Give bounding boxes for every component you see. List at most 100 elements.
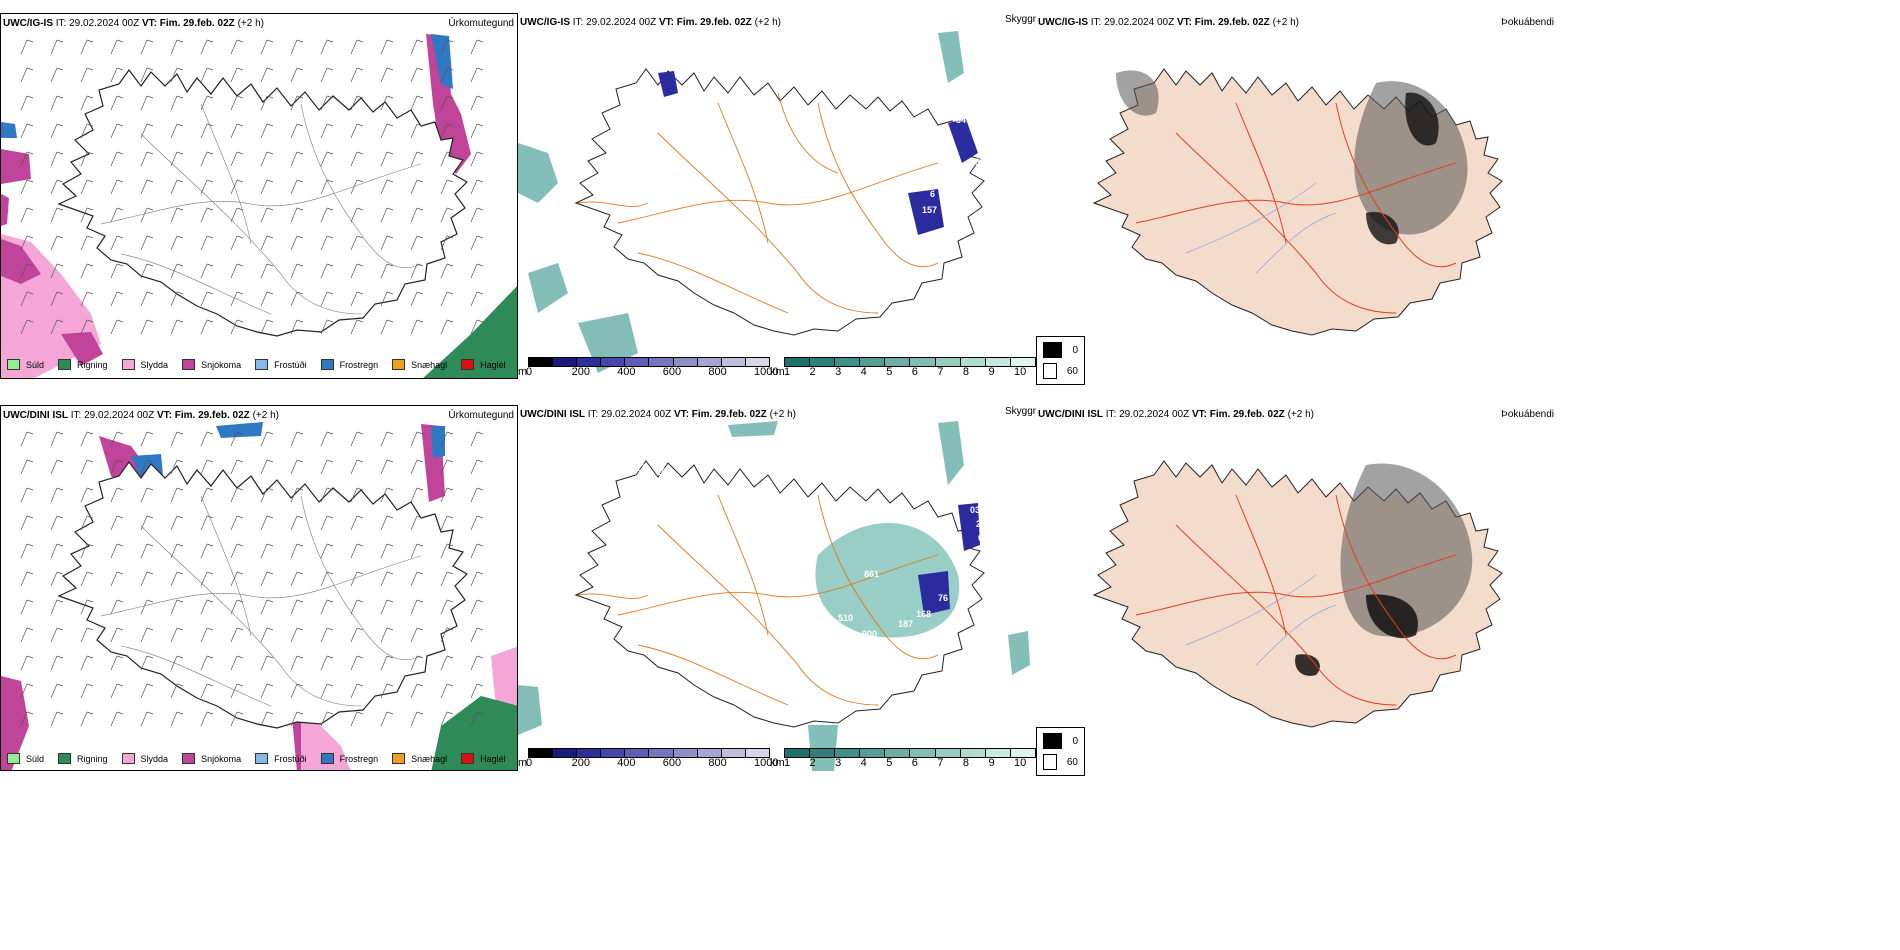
legend-item-snæhagl: Snæhagl [392, 753, 447, 764]
colorbar-segment [985, 749, 1011, 757]
colorbar-tick-label: 1 [784, 366, 791, 378]
colorbar-segment [625, 749, 650, 757]
wind-barb [110, 515, 124, 531]
wind-barb [200, 67, 214, 83]
wind-barb [230, 207, 244, 223]
colorbar-tick-label: 2 [809, 366, 816, 378]
wind-barb [200, 431, 214, 447]
ceiling-value-label: 157 [922, 205, 937, 215]
wind-barb [230, 291, 244, 307]
wind-barb [320, 711, 334, 727]
wind-barb [230, 151, 244, 167]
wind-barb [470, 599, 484, 615]
precip-map-row2 [1, 422, 517, 770]
legend-label: Frostregn [339, 753, 379, 764]
legend-item-slydda: Slydda [121, 359, 168, 370]
wind-barb [20, 319, 34, 335]
wind-barb [350, 431, 364, 447]
wind-barb [80, 571, 94, 587]
wind-barb [470, 627, 484, 643]
wind-barb [170, 711, 184, 727]
wind-barb [380, 179, 394, 195]
wind-barb [80, 515, 94, 531]
legend-swatch [182, 753, 196, 764]
run-header-precip-row1: UWC/IG-IS IT: 29.02.2024 00Z VT: Fim. 29… [3, 18, 264, 29]
legend-item-rigning: Rigning [58, 753, 108, 764]
wind-barb [380, 599, 394, 615]
wind-barb [200, 39, 214, 55]
wind-barb [170, 599, 184, 615]
wind-barb [140, 67, 154, 83]
colorbar-tick-label: 200 [571, 366, 590, 378]
wind-barb [440, 711, 454, 727]
wind-barb [20, 655, 34, 671]
wind-barb [320, 459, 334, 475]
legend-label: Rigning [77, 359, 108, 370]
wind-barb [290, 683, 304, 699]
wind-barb [200, 319, 214, 335]
wind-barb [470, 487, 484, 503]
colorbar-segment [860, 749, 886, 757]
wind-barb [230, 711, 244, 727]
wind-barb [80, 263, 94, 279]
wind-barb [470, 459, 484, 475]
wind-barb [80, 123, 94, 139]
wind-barb [260, 67, 274, 83]
wind-barb [110, 95, 124, 111]
fog-dense [1295, 594, 1418, 676]
colorbar-tick-label: 400 [617, 366, 636, 378]
wind-barb [50, 543, 64, 559]
colorbar-tick-label: 400 [617, 757, 636, 769]
colorbar-tick-label: 600 [662, 366, 682, 378]
colorbar-tick-label: 5 [886, 757, 893, 769]
wind-barb [20, 459, 34, 475]
wind-barb [350, 515, 364, 531]
roads [577, 92, 939, 314]
wind-barb [20, 571, 34, 587]
wind-barb [200, 655, 214, 671]
wind-barb [140, 655, 154, 671]
colorbar-tick-label: 3 [835, 757, 842, 769]
wind-barb [410, 711, 424, 727]
wind-barb [320, 235, 334, 251]
wind-barb [80, 179, 94, 195]
wind-barb [380, 263, 394, 279]
wind-barb [380, 543, 394, 559]
legend-item-snjókoma: Snjókoma [182, 359, 241, 370]
ceiling-value-label: 187 [898, 619, 913, 629]
fog-legend-swatch [1043, 733, 1063, 749]
wind-barb [320, 123, 334, 139]
wind-barb [110, 571, 124, 587]
colorbar-tick-label: 9 [988, 757, 995, 769]
wind-barb [20, 515, 34, 531]
wind-barb [140, 683, 154, 699]
fog-legend-swatch [1043, 754, 1057, 770]
wind-barb [230, 67, 244, 83]
wind-barb [380, 39, 394, 55]
wind-barb [200, 515, 214, 531]
wind-barb [410, 571, 424, 587]
colorbar-segment [553, 749, 578, 757]
wind-barb [230, 263, 244, 279]
wind-barb [440, 515, 454, 531]
wind-barb [80, 151, 94, 167]
legend-swatch [7, 359, 20, 370]
wind-barb [350, 95, 364, 111]
wind-barb [140, 39, 154, 55]
ceiling-value-label: 76 [938, 593, 948, 603]
legend-item-súld: Súld [7, 753, 44, 764]
wind-barb [200, 291, 214, 307]
wind-barb [20, 95, 34, 111]
wind-barb [50, 487, 64, 503]
wind-barb [260, 543, 274, 559]
fog-shading [1340, 463, 1473, 637]
colorbar-tick-label: 7 [937, 757, 944, 769]
wind-barb [230, 235, 244, 251]
wind-barb [350, 571, 364, 587]
wind-barb [380, 319, 394, 335]
wind-barb [230, 599, 244, 615]
colorbar-segment [810, 358, 836, 366]
wind-barb [440, 291, 454, 307]
precip-legend-row2: Súld Rigning Slydda Snjókoma Frostúði Frostre… [7, 753, 517, 764]
